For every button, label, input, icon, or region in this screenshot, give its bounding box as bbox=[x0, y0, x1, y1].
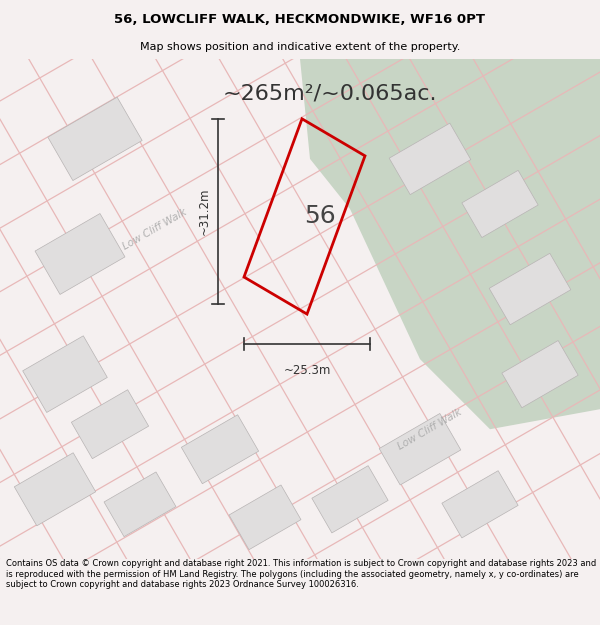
Text: ~31.2m: ~31.2m bbox=[197, 188, 211, 235]
Polygon shape bbox=[229, 485, 301, 549]
Polygon shape bbox=[14, 452, 95, 526]
Polygon shape bbox=[489, 253, 571, 325]
Polygon shape bbox=[379, 414, 461, 485]
Polygon shape bbox=[181, 415, 259, 484]
Text: 56: 56 bbox=[304, 204, 335, 229]
Text: Contains OS data © Crown copyright and database right 2021. This information is : Contains OS data © Crown copyright and d… bbox=[6, 559, 596, 589]
Polygon shape bbox=[502, 341, 578, 408]
Polygon shape bbox=[300, 59, 600, 429]
Polygon shape bbox=[35, 214, 125, 294]
Text: Low Cliff Walk: Low Cliff Walk bbox=[121, 207, 189, 251]
Text: Low Cliff Walk: Low Cliff Walk bbox=[396, 407, 464, 452]
Polygon shape bbox=[104, 472, 176, 537]
Polygon shape bbox=[389, 123, 471, 194]
Polygon shape bbox=[462, 171, 538, 238]
Polygon shape bbox=[48, 97, 142, 181]
Polygon shape bbox=[442, 471, 518, 538]
Text: ~265m²/~0.065ac.: ~265m²/~0.065ac. bbox=[223, 84, 437, 104]
Polygon shape bbox=[23, 336, 107, 412]
Text: 56, LOWCLIFF WALK, HECKMONDWIKE, WF16 0PT: 56, LOWCLIFF WALK, HECKMONDWIKE, WF16 0P… bbox=[115, 13, 485, 26]
Text: Map shows position and indicative extent of the property.: Map shows position and indicative extent… bbox=[140, 42, 460, 52]
Polygon shape bbox=[312, 466, 388, 533]
Text: ~25.3m: ~25.3m bbox=[283, 364, 331, 377]
Polygon shape bbox=[71, 390, 149, 459]
